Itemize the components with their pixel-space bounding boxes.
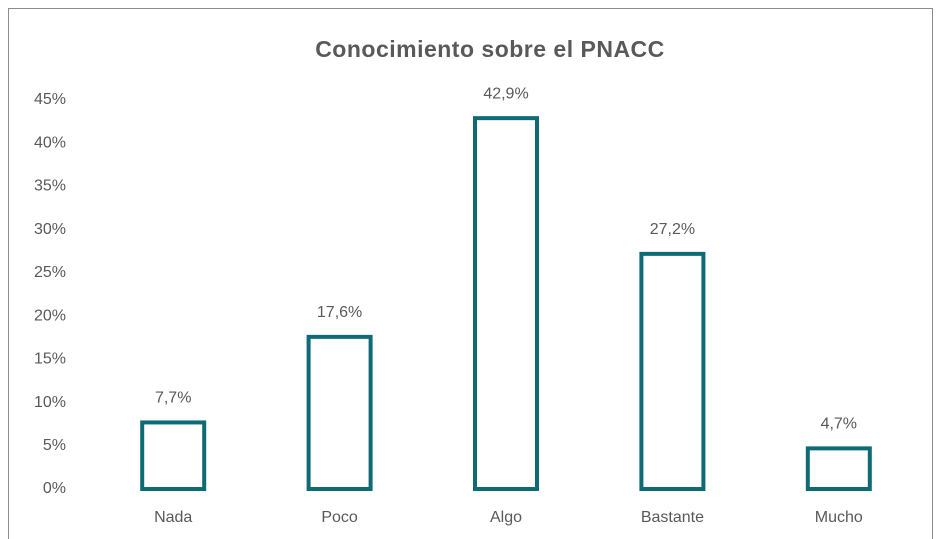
value-label: 27,2% (650, 221, 695, 238)
y-tick-label: 45% (34, 91, 66, 108)
value-label: 4,7% (821, 416, 857, 433)
y-tick-label: 30% (34, 221, 66, 238)
bar (473, 116, 539, 492)
x-tick-label: Algo (490, 509, 522, 526)
value-label: 17,6% (317, 304, 362, 321)
x-tick-label: Mucho (815, 509, 863, 526)
y-tick-label: 20% (34, 307, 66, 324)
y-tick-label: 5% (43, 437, 66, 454)
chart-title: Conocimiento sobre el PNACC (315, 36, 665, 62)
x-tick-label: Bastante (641, 509, 704, 526)
x-tick-label: Nada (154, 509, 192, 526)
y-tick-label: 35% (34, 178, 66, 195)
y-tick-label: 25% (34, 264, 66, 281)
value-label: 42,9% (483, 85, 528, 102)
value-label: 7,7% (155, 390, 191, 407)
bar (140, 420, 207, 491)
y-tick-label: 40% (34, 134, 66, 151)
bar (306, 334, 373, 492)
y-tick-label: 0% (43, 480, 66, 497)
x-tick-label: Poco (321, 509, 358, 526)
bar (805, 446, 872, 492)
y-tick-label: 15% (34, 351, 66, 368)
bar (639, 251, 706, 491)
y-tick-label: 10% (34, 394, 66, 411)
